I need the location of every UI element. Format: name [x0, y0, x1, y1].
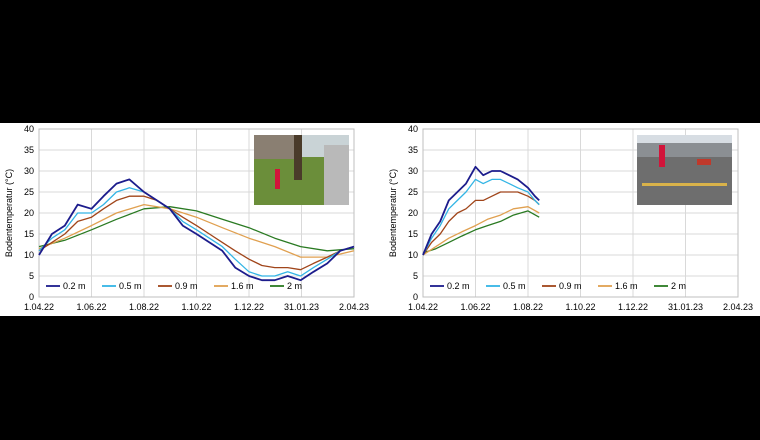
y-tick-label: 40: [408, 124, 418, 134]
photo-car: [697, 159, 711, 165]
series-line-02m: [422, 165, 540, 256]
photo-road: [637, 157, 732, 205]
legend: 0.2 m 0.5 m 0.9 m 1.6 m 2 m: [46, 281, 302, 291]
legend: 0.2 m 0.5 m 0.9 m 1.6 m 2 m: [430, 281, 686, 291]
series-line-2m: [38, 206, 355, 252]
x-tick-label: 1.04.22: [24, 302, 54, 312]
photo-tree-trunk: [294, 135, 302, 180]
series-line-16m: [38, 203, 355, 258]
legend-label: 0.2 m: [447, 281, 470, 291]
y-tick-label: 35: [408, 145, 418, 155]
y-tick-label: 40: [24, 124, 34, 134]
y-tick-label: 20: [24, 208, 34, 218]
legend-label: 2 m: [671, 281, 686, 291]
y-tick-label: 5: [29, 271, 34, 281]
chart-2: 0 5 10 15 20 25 30 35 40 1.04.22 1.06.22 1.08.22 1.1…: [388, 124, 753, 312]
y-tick-label: 0: [413, 292, 418, 302]
y-tick-label: 25: [24, 187, 34, 197]
y-tick-label: 10: [408, 250, 418, 260]
plot-frame: [38, 128, 355, 298]
x-tick-label: 31.01.23: [668, 302, 703, 312]
series-line-09m: [422, 191, 540, 256]
legend-label: 0.9 m: [559, 281, 582, 291]
x-tick-label: 1.08.22: [129, 302, 159, 312]
y-tick-label: 30: [24, 166, 34, 176]
road-site-photo: [637, 135, 732, 205]
x-tick-label: 1.06.22: [460, 302, 490, 312]
legend-label: 0.2 m: [63, 281, 86, 291]
plot-frame: [422, 128, 739, 298]
photo-buildings: [637, 143, 732, 157]
x-tick-label: 2.04.23: [723, 302, 753, 312]
x-tick-label: 1.10.22: [565, 302, 595, 312]
y-tick-label: 0: [29, 292, 34, 302]
y-axis-label: Bodentemperatur (°C): [388, 169, 398, 257]
y-tick-label: 15: [24, 229, 34, 239]
legend-label: 2 m: [287, 281, 302, 291]
y-axis-label: Bodentemperatur (°C): [4, 169, 14, 257]
x-tick-label: 1.04.22: [408, 302, 438, 312]
legend-label: 0.5 m: [119, 281, 142, 291]
y-tick-label: 35: [24, 145, 34, 155]
legend-label: 1.6 m: [231, 281, 254, 291]
y-tick-label: 20: [408, 208, 418, 218]
x-tick-label: 1.08.22: [513, 302, 543, 312]
series-line-05m: [38, 187, 355, 277]
chart-1: 0 5 10 15 20 25 30 35 40 1.04.22 1.06.22 1.08.22 1.1…: [4, 124, 369, 312]
y-tick-label: 5: [413, 271, 418, 281]
x-tick-label: 31.01.23: [284, 302, 319, 312]
series-line-02m: [38, 178, 355, 282]
x-tick-label: 1.10.22: [181, 302, 211, 312]
photo-road-marking: [642, 183, 727, 186]
photo-fence: [324, 145, 349, 205]
grass-site-photo: [254, 135, 349, 205]
series-line-16m: [422, 206, 540, 256]
series-line-09m: [38, 195, 355, 271]
y-tick-label: 15: [408, 229, 418, 239]
series-line-05m: [422, 178, 540, 256]
photo-red-marker: [275, 169, 280, 189]
y-tick-label: 25: [408, 187, 418, 197]
y-tick-label: 30: [408, 166, 418, 176]
x-tick-label: 1.12.22: [234, 302, 264, 312]
legend-label: 1.6 m: [615, 281, 638, 291]
x-tick-label: 1.12.22: [618, 302, 648, 312]
legend-label: 0.5 m: [503, 281, 526, 291]
photo-building: [254, 135, 294, 159]
series-line-2m: [422, 210, 540, 254]
x-tick-label: 2.04.23: [339, 302, 369, 312]
y-tick-label: 10: [24, 250, 34, 260]
x-tick-label: 1.06.22: [76, 302, 106, 312]
legend-label: 0.9 m: [175, 281, 198, 291]
photo-red-marker: [659, 145, 665, 167]
